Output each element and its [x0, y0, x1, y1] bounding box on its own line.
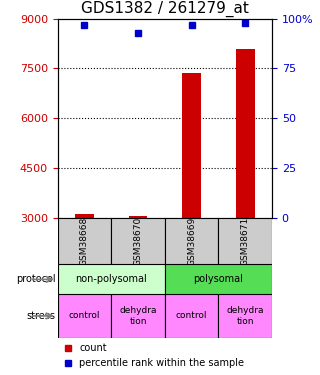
Text: GSM38668: GSM38668 [80, 216, 89, 266]
Bar [182, 74, 201, 217]
FancyBboxPatch shape [58, 217, 111, 264]
Text: control: control [176, 311, 207, 320]
FancyBboxPatch shape [111, 217, 165, 264]
Title: GDS1382 / 261279_at: GDS1382 / 261279_at [81, 1, 249, 17]
Text: GSM38669: GSM38669 [187, 216, 196, 266]
Text: stress: stress [27, 311, 55, 321]
Text: dehydra
tion: dehydra tion [119, 306, 157, 326]
Text: dehydra
tion: dehydra tion [227, 306, 264, 326]
FancyBboxPatch shape [58, 264, 165, 294]
FancyBboxPatch shape [218, 217, 272, 264]
Bar [75, 214, 94, 217]
FancyBboxPatch shape [111, 294, 165, 338]
Text: count: count [79, 343, 107, 352]
FancyBboxPatch shape [165, 264, 272, 294]
FancyBboxPatch shape [58, 294, 111, 338]
Bar [129, 216, 148, 217]
Bar [236, 49, 255, 217]
Text: GSM38671: GSM38671 [241, 216, 250, 266]
FancyBboxPatch shape [165, 294, 218, 338]
Text: polysomal: polysomal [194, 274, 243, 284]
Text: protocol: protocol [16, 274, 55, 284]
FancyBboxPatch shape [218, 294, 272, 338]
Text: control: control [69, 311, 100, 320]
FancyBboxPatch shape [165, 217, 218, 264]
Text: percentile rank within the sample: percentile rank within the sample [79, 358, 244, 368]
Text: GSM38670: GSM38670 [133, 216, 142, 266]
Text: non-polysomal: non-polysomal [75, 274, 147, 284]
